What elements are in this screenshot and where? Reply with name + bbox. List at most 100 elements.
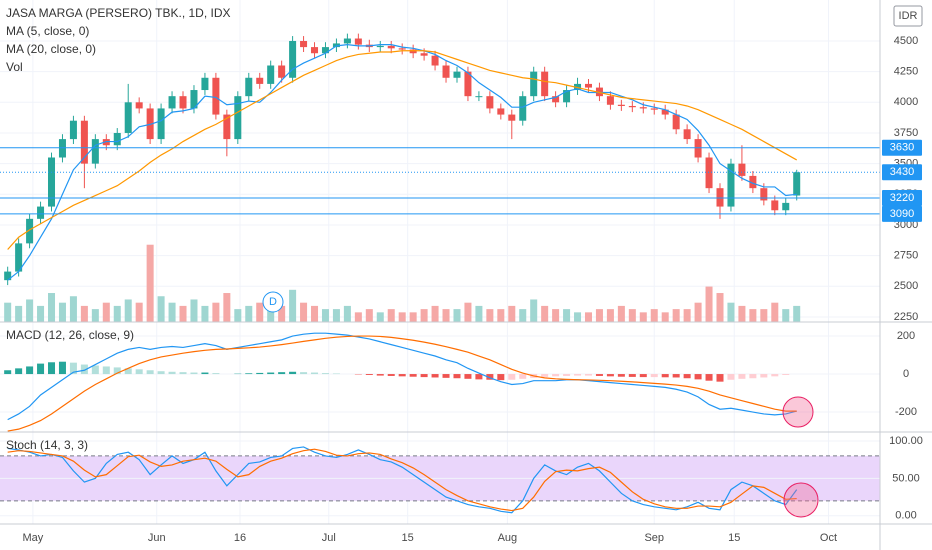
- volume-bar: [519, 309, 527, 322]
- candle-body: [617, 104, 625, 106]
- x-tick-label: 15: [402, 532, 414, 544]
- candle-body: [124, 102, 132, 133]
- histogram-bar: [727, 374, 735, 380]
- y-tick-label: 100.00: [889, 435, 923, 447]
- candle-body: [354, 38, 362, 45]
- x-tick-label: Jul: [322, 532, 336, 544]
- histogram-bar: [289, 371, 297, 375]
- histogram-bar: [332, 373, 340, 375]
- candle-body: [453, 71, 461, 78]
- candle-body: [26, 218, 34, 244]
- histogram-bar: [650, 374, 658, 378]
- volume-bar: [234, 309, 242, 322]
- volume-bar: [278, 305, 286, 322]
- candle-body: [716, 188, 724, 207]
- candle-body: [201, 77, 209, 91]
- histogram-bar: [574, 374, 582, 376]
- volume-bar: [431, 305, 439, 322]
- candle-body: [639, 107, 647, 109]
- volume-bar: [508, 305, 516, 322]
- volume-bar: [574, 312, 582, 322]
- volume-bar: [48, 293, 56, 322]
- candle-body: [420, 53, 428, 56]
- volume-bar: [343, 305, 351, 322]
- volume-bar: [212, 302, 220, 322]
- histogram-bar: [595, 374, 603, 376]
- histogram-bar: [661, 374, 669, 378]
- volume-bar: [146, 244, 154, 322]
- candle-body: [387, 45, 395, 49]
- candle-body: [552, 96, 560, 103]
- macd-line: [7, 335, 797, 432]
- candle-body: [563, 90, 571, 103]
- price-badge: [882, 139, 922, 156]
- price-badge-label: 3630: [890, 142, 914, 154]
- candle-body: [793, 172, 801, 196]
- histogram-bar: [278, 372, 286, 375]
- volume-bar: [650, 309, 658, 322]
- volume-bar: [672, 309, 680, 322]
- x-tick-label: Aug: [498, 532, 518, 544]
- histogram-bar: [497, 374, 505, 381]
- histogram-bar: [398, 374, 406, 377]
- histogram-bar: [300, 372, 308, 375]
- candle-body: [343, 38, 351, 44]
- candle-body: [497, 108, 505, 115]
- candle-body: [267, 65, 275, 84]
- volume-bar: [782, 309, 790, 322]
- y-tick-label: 4250: [894, 66, 918, 78]
- candle-body: [508, 114, 516, 121]
- candle-body: [245, 77, 253, 97]
- currency-box[interactable]: [893, 5, 923, 27]
- y-tick-label: 2750: [894, 250, 918, 262]
- volume-bar: [486, 309, 494, 322]
- highlight-circle: [783, 482, 819, 518]
- candle-body: [223, 114, 231, 140]
- volume-bar: [80, 305, 88, 322]
- volume-bar: [541, 305, 549, 322]
- volume-bar: [256, 302, 264, 322]
- histogram-bar: [201, 372, 209, 375]
- candle-body: [749, 175, 757, 189]
- candle-body: [409, 49, 417, 54]
- volume-bar: [124, 299, 132, 322]
- histogram-bar: [771, 374, 779, 377]
- volume-bar: [628, 309, 636, 322]
- candle-body: [157, 108, 165, 140]
- candle-body: [179, 96, 187, 109]
- histogram-bar: [606, 374, 614, 377]
- candle-body: [694, 139, 702, 158]
- volume-bar: [683, 309, 691, 322]
- histogram-bar: [617, 374, 625, 377]
- volume-bar: [387, 309, 395, 322]
- volume-bar: [727, 302, 735, 322]
- dividend-marker[interactable]: [262, 291, 284, 313]
- histogram-bar: [694, 374, 702, 380]
- y-tick-label: 2500: [894, 280, 918, 292]
- price-badge: [882, 164, 922, 181]
- histogram-bar: [376, 374, 384, 376]
- histogram-bar: [464, 374, 472, 379]
- legend-title: JASA MARGA (PERSERO) TBK., 1D, IDX: [6, 6, 231, 20]
- volume-bar: [267, 309, 275, 322]
- volume-bar: [135, 302, 143, 322]
- histogram-bar: [168, 371, 176, 375]
- candle-body: [321, 47, 329, 54]
- candle-body: [431, 55, 439, 66]
- volume-bar: [289, 289, 297, 322]
- histogram-bar: [782, 374, 790, 376]
- histogram-bar: [69, 362, 77, 375]
- histogram-bar: [311, 372, 319, 375]
- candle-body: [278, 65, 286, 78]
- candle-body: [606, 96, 614, 105]
- histogram-bar: [628, 374, 636, 377]
- histogram-bar: [80, 364, 88, 375]
- candle-body: [672, 114, 680, 130]
- candle-body: [289, 40, 297, 78]
- histogram-bar: [453, 374, 461, 379]
- candle-body: [69, 120, 77, 140]
- volume-bar: [311, 305, 319, 322]
- volume-bar: [793, 305, 801, 322]
- volume-bar: [245, 305, 253, 322]
